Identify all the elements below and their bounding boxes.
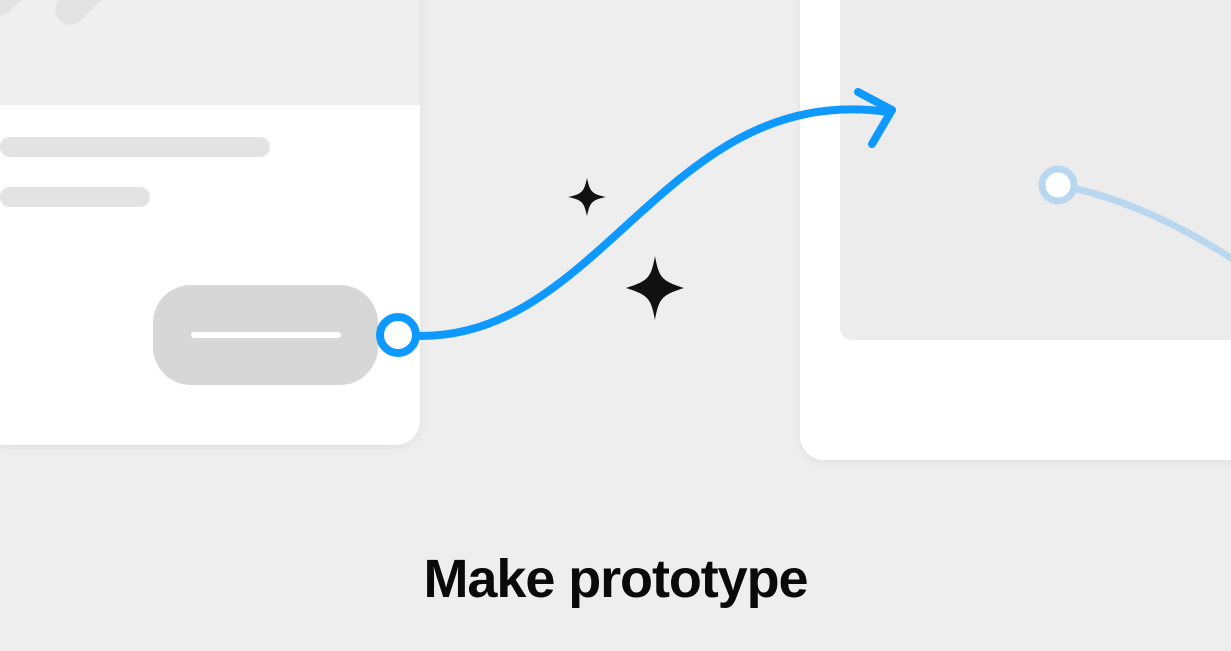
- button-placeholder: [153, 285, 378, 385]
- caption: Make prototype: [0, 548, 1231, 610]
- target-frame: [800, 0, 1231, 460]
- button-label-placeholder: [191, 332, 341, 338]
- text-placeholder-line: [0, 187, 150, 207]
- source-frame: [0, 0, 420, 445]
- prototype-illustration: Make prototype: [0, 0, 1231, 651]
- target-inner-panel: [840, 0, 1231, 340]
- sparkle-icon: [626, 256, 684, 320]
- text-placeholder-line: [0, 137, 270, 157]
- hero-placeholder: [0, 0, 420, 105]
- sparkle-icon: [568, 178, 606, 216]
